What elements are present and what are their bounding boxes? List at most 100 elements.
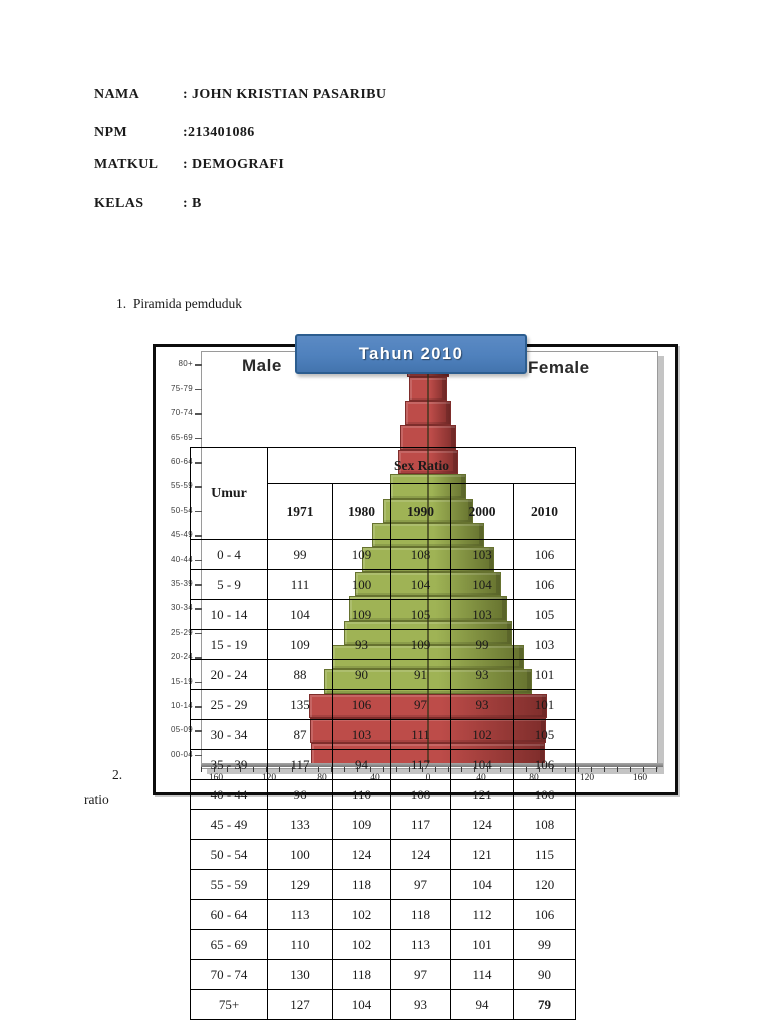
value-cell: 121 (450, 839, 514, 870)
value-cell: 118 (332, 869, 391, 900)
value-cell: 91 (390, 659, 451, 690)
header-row-npm: NPM:213401086 (94, 125, 255, 141)
value-cell: 104 (450, 749, 514, 780)
table-row: 65 - 69 110 102 113 101 99 (190, 929, 576, 960)
y-axis-label: 25-29 (171, 627, 193, 637)
value-cell: 90 (513, 959, 576, 990)
value-cell: 93 (450, 689, 514, 720)
list-item-1-number: 1. (116, 296, 127, 311)
value-cell: 105 (390, 599, 451, 630)
value-cell: 105 (513, 599, 576, 630)
value-cell: 79 (513, 989, 576, 1020)
value-cell: 87 (267, 719, 333, 750)
table-row: 10 - 14 104 109 105 103 105 (190, 599, 576, 630)
table-row: 55 - 59 129 118 97 104 120 (190, 869, 576, 900)
y-axis-label: 05-09 (171, 725, 193, 735)
y-axis-label: 80+ (178, 359, 193, 369)
y-axis-tick (195, 437, 202, 440)
male-label: Male (242, 356, 282, 375)
value-cell: 110 (332, 779, 391, 810)
value-cell: 103 (513, 629, 576, 660)
y-axis-label: 10-14 (171, 701, 193, 710)
y-axis-tick (195, 388, 202, 391)
value-cell: 101 (513, 659, 576, 690)
age-cell: 35 - 39 (190, 749, 268, 780)
x-axis-label: 160 (632, 773, 648, 783)
value-cell: 106 (513, 569, 576, 600)
value-cell: 104 (332, 989, 391, 1020)
value-cell: 110 (267, 929, 333, 960)
value-cell: 108 (390, 779, 451, 810)
y-axis-label: 35-39 (171, 579, 193, 588)
list-item-1: 1. Piramida pemduduk (116, 296, 242, 312)
value-cell: 118 (390, 899, 451, 930)
value-cell: 109 (390, 629, 451, 660)
age-cell: 40 - 44 (190, 779, 268, 810)
value-cell: 97 (390, 689, 451, 720)
age-cell: 30 - 34 (190, 719, 268, 750)
header-value: : B (183, 196, 202, 211)
y-axis-label: 30-34 (171, 603, 193, 613)
value-cell: 117 (390, 749, 451, 780)
value-cell: 96 (267, 779, 333, 810)
value-cell: 103 (450, 599, 514, 630)
year-header: 2010 (513, 483, 576, 540)
value-cell: 135 (267, 689, 333, 720)
table-corner-header: Umur (190, 447, 268, 540)
table-row: 15 - 19 109 93 109 99 103 (190, 629, 576, 660)
value-cell: 111 (267, 569, 333, 600)
age-cell: 10 - 14 (190, 599, 268, 630)
value-cell: 120 (513, 869, 576, 900)
table-row: 40 - 44 96 110 108 121 106 (190, 779, 576, 810)
value-cell: 130 (267, 959, 333, 990)
value-cell: 121 (450, 779, 514, 810)
value-cell: 106 (513, 749, 576, 780)
value-cell: 124 (332, 839, 391, 870)
year-header: 1980 (332, 483, 391, 540)
value-cell: 104 (450, 569, 514, 600)
y-axis-label: 00-04 (171, 749, 193, 759)
value-cell: 118 (332, 959, 391, 990)
header-label: KELAS (94, 196, 144, 211)
value-cell: 127 (267, 989, 333, 1020)
value-cell: 99 (513, 929, 576, 960)
table-year-header-row: 1971 1980 1990 2000 2010 (191, 483, 576, 540)
x-axis-label: 120 (579, 773, 595, 783)
age-cell: 0 - 4 (190, 539, 268, 570)
age-cell: 60 - 64 (190, 899, 268, 930)
value-cell: 90 (332, 659, 391, 690)
value-cell: 133 (267, 809, 333, 840)
value-cell: 124 (450, 809, 514, 840)
value-cell: 106 (513, 779, 576, 810)
female-label: Female (528, 358, 590, 377)
age-cell: 5 - 9 (190, 569, 268, 600)
value-cell: 129 (267, 869, 333, 900)
y-axis-label: 20-24 (171, 652, 193, 662)
table-row: 70 - 74 130 118 97 114 90 (190, 959, 576, 990)
value-cell: 113 (390, 929, 451, 960)
value-cell: 113 (267, 899, 333, 930)
age-cell: 65 - 69 (190, 929, 268, 960)
age-cell: 45 - 49 (190, 809, 268, 840)
value-cell: 100 (332, 569, 391, 600)
header-label: MATKUL (94, 157, 159, 172)
value-cell: 109 (332, 539, 391, 570)
year-header: 2000 (450, 483, 514, 540)
value-cell: 97 (390, 959, 451, 990)
table-row: 75+ 127 104 93 94 79 (190, 989, 576, 1020)
value-cell: 117 (267, 749, 333, 780)
value-cell: 93 (390, 989, 451, 1020)
y-axis-label: 55-59 (171, 481, 193, 491)
header-label: NAMA (94, 87, 140, 102)
y-axis-label: 75-79 (171, 383, 193, 393)
table-group-header: Sex Ratio (267, 447, 576, 484)
value-cell: 109 (267, 629, 333, 660)
chart-title: Tahun 2010 (358, 344, 464, 363)
value-cell: 106 (513, 899, 576, 930)
table-row: 50 - 54 100 124 124 121 115 (190, 839, 576, 870)
y-axis-tick (195, 413, 202, 415)
age-cell: 25 - 29 (190, 689, 268, 720)
value-cell: 88 (267, 659, 333, 690)
header-value: : DEMOGRAFI (183, 157, 285, 172)
table-row: 30 - 34 87 103 111 102 105 (190, 719, 576, 750)
